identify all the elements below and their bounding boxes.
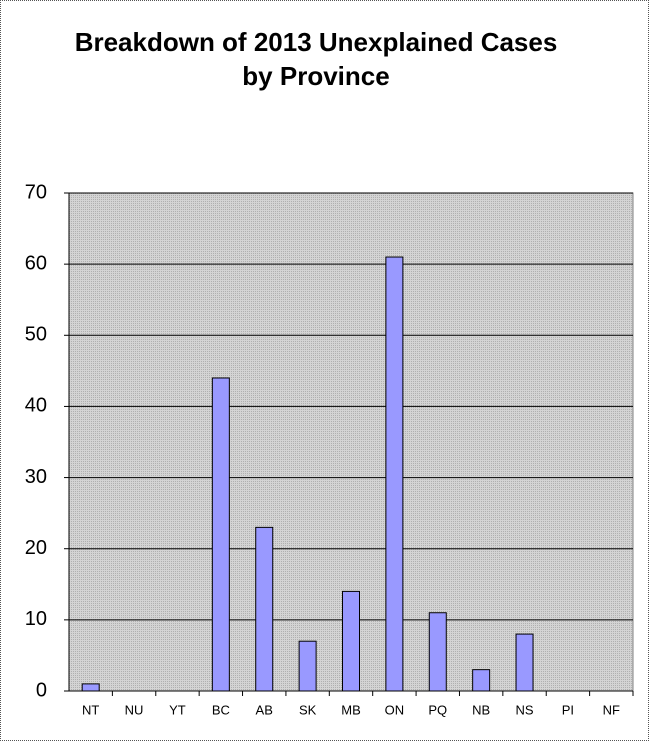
y-tick-label: 60 (25, 252, 47, 274)
bar (342, 590, 360, 692)
y-tick-label: 10 (25, 608, 47, 630)
x-tick-label: NF (603, 702, 620, 717)
y-tick-label: 0 (36, 679, 47, 701)
x-tick-label: ON (385, 702, 405, 717)
x-tick-label: NB (472, 702, 490, 717)
y-tick-label: 30 (25, 466, 47, 488)
bar (255, 526, 274, 692)
x-tick-label: PQ (428, 702, 447, 717)
x-tick-label: AB (256, 702, 273, 717)
y-tick-label: 70 (25, 181, 47, 203)
bar (211, 377, 230, 692)
x-tick-label: NS (516, 702, 534, 717)
bar (81, 683, 100, 692)
x-tick-label: PI (562, 702, 574, 717)
x-tick-label: MB (341, 702, 361, 717)
x-tick-label: NT (82, 702, 99, 717)
y-tick-label: 40 (25, 395, 47, 417)
chart-title: Breakdown of 2013 Unexplained Cases by P… (74, 27, 558, 91)
bar (515, 633, 534, 692)
x-tick-label: NU (125, 702, 144, 717)
y-tick-label: 20 (25, 537, 47, 559)
bar (385, 256, 404, 692)
x-tick-label: YT (169, 702, 186, 717)
x-tick-label: SK (299, 702, 317, 717)
bar (472, 669, 491, 692)
bar (298, 640, 317, 692)
bar (428, 612, 447, 692)
y-tick-label: 50 (25, 324, 47, 346)
x-tick-label: BC (212, 702, 230, 717)
